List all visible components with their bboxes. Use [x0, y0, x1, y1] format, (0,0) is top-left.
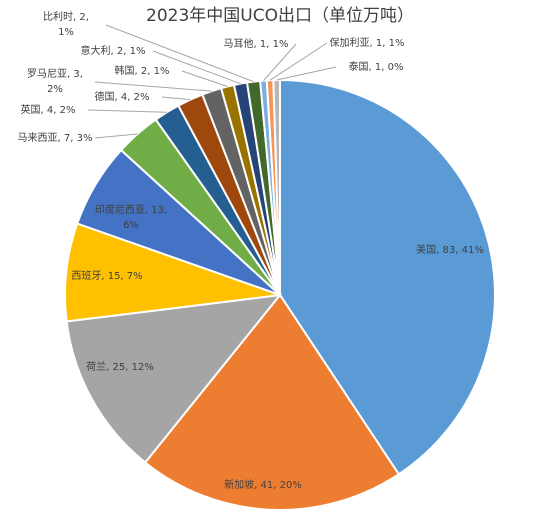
data-label: 德国, 4, 2%: [95, 90, 150, 103]
leader-line: [94, 81, 212, 92]
data-label: 西班牙, 15, 7%: [71, 270, 142, 282]
pie-slice: [65, 293, 283, 464]
chart-title: 2023年中国UCO出口（单位万吨）: [146, 6, 414, 26]
leader-line: [181, 70, 228, 87]
data-label: 荷兰, 25, 12%: [86, 360, 154, 373]
leader-line: [105, 24, 254, 83]
leader-line: [269, 42, 328, 81]
leader-line: [276, 66, 337, 81]
leader-line: [152, 50, 241, 85]
leader-line: [263, 43, 297, 81]
data-label: 新加坡, 41, 20%: [224, 478, 302, 491]
data-label: 比利时, 2,: [43, 11, 89, 23]
pie-slice: [64, 222, 281, 323]
data-label: 6%: [123, 220, 139, 231]
data-label: 美国, 83, 41%: [416, 243, 484, 256]
data-label: 印度尼西亚, 13,: [95, 203, 167, 216]
pie-slice: [143, 293, 401, 511]
data-label: 2%: [47, 84, 63, 95]
data-label: 泰国, 1, 0%: [349, 60, 404, 73]
data-label: 马来西亚, 7, 3%: [18, 132, 93, 144]
data-label: 英国, 4, 2%: [21, 103, 76, 116]
leader-line: [94, 133, 138, 139]
data-label: 罗马尼亚, 3,: [27, 68, 83, 80]
pie-slice: [272, 78, 281, 296]
data-label: 保加利亚, 1, 1%: [330, 36, 405, 49]
data-label: 韩国, 2, 1%: [115, 64, 170, 77]
leader-line: [87, 109, 167, 113]
leader-line: [161, 96, 191, 101]
data-label: 意大利, 2, 1%: [81, 44, 146, 57]
data-label: 马耳他, 1, 1%: [224, 37, 289, 50]
data-label: 1%: [58, 27, 74, 38]
